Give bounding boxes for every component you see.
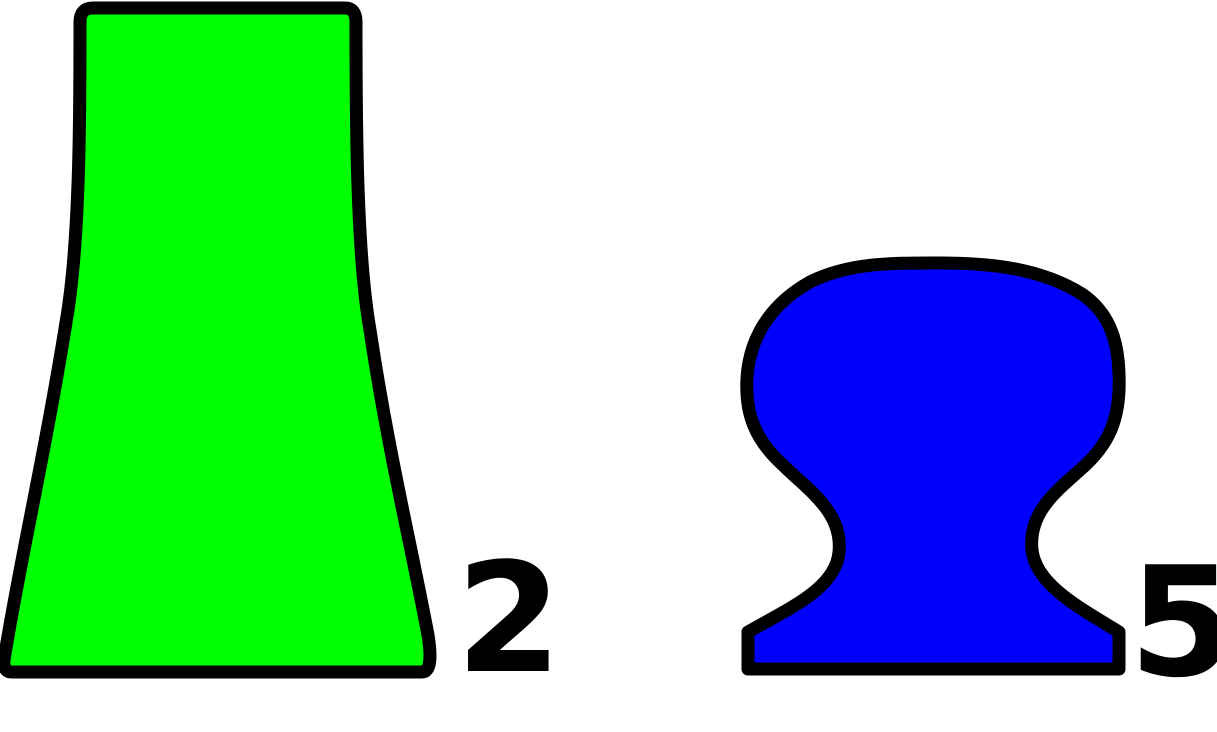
shape-label-2: 2 xyxy=(456,530,562,707)
blue-rounded-knob-shape xyxy=(740,256,1126,676)
green-tapered-shape xyxy=(0,1,437,679)
shape-label-5: 5 xyxy=(1129,534,1217,711)
